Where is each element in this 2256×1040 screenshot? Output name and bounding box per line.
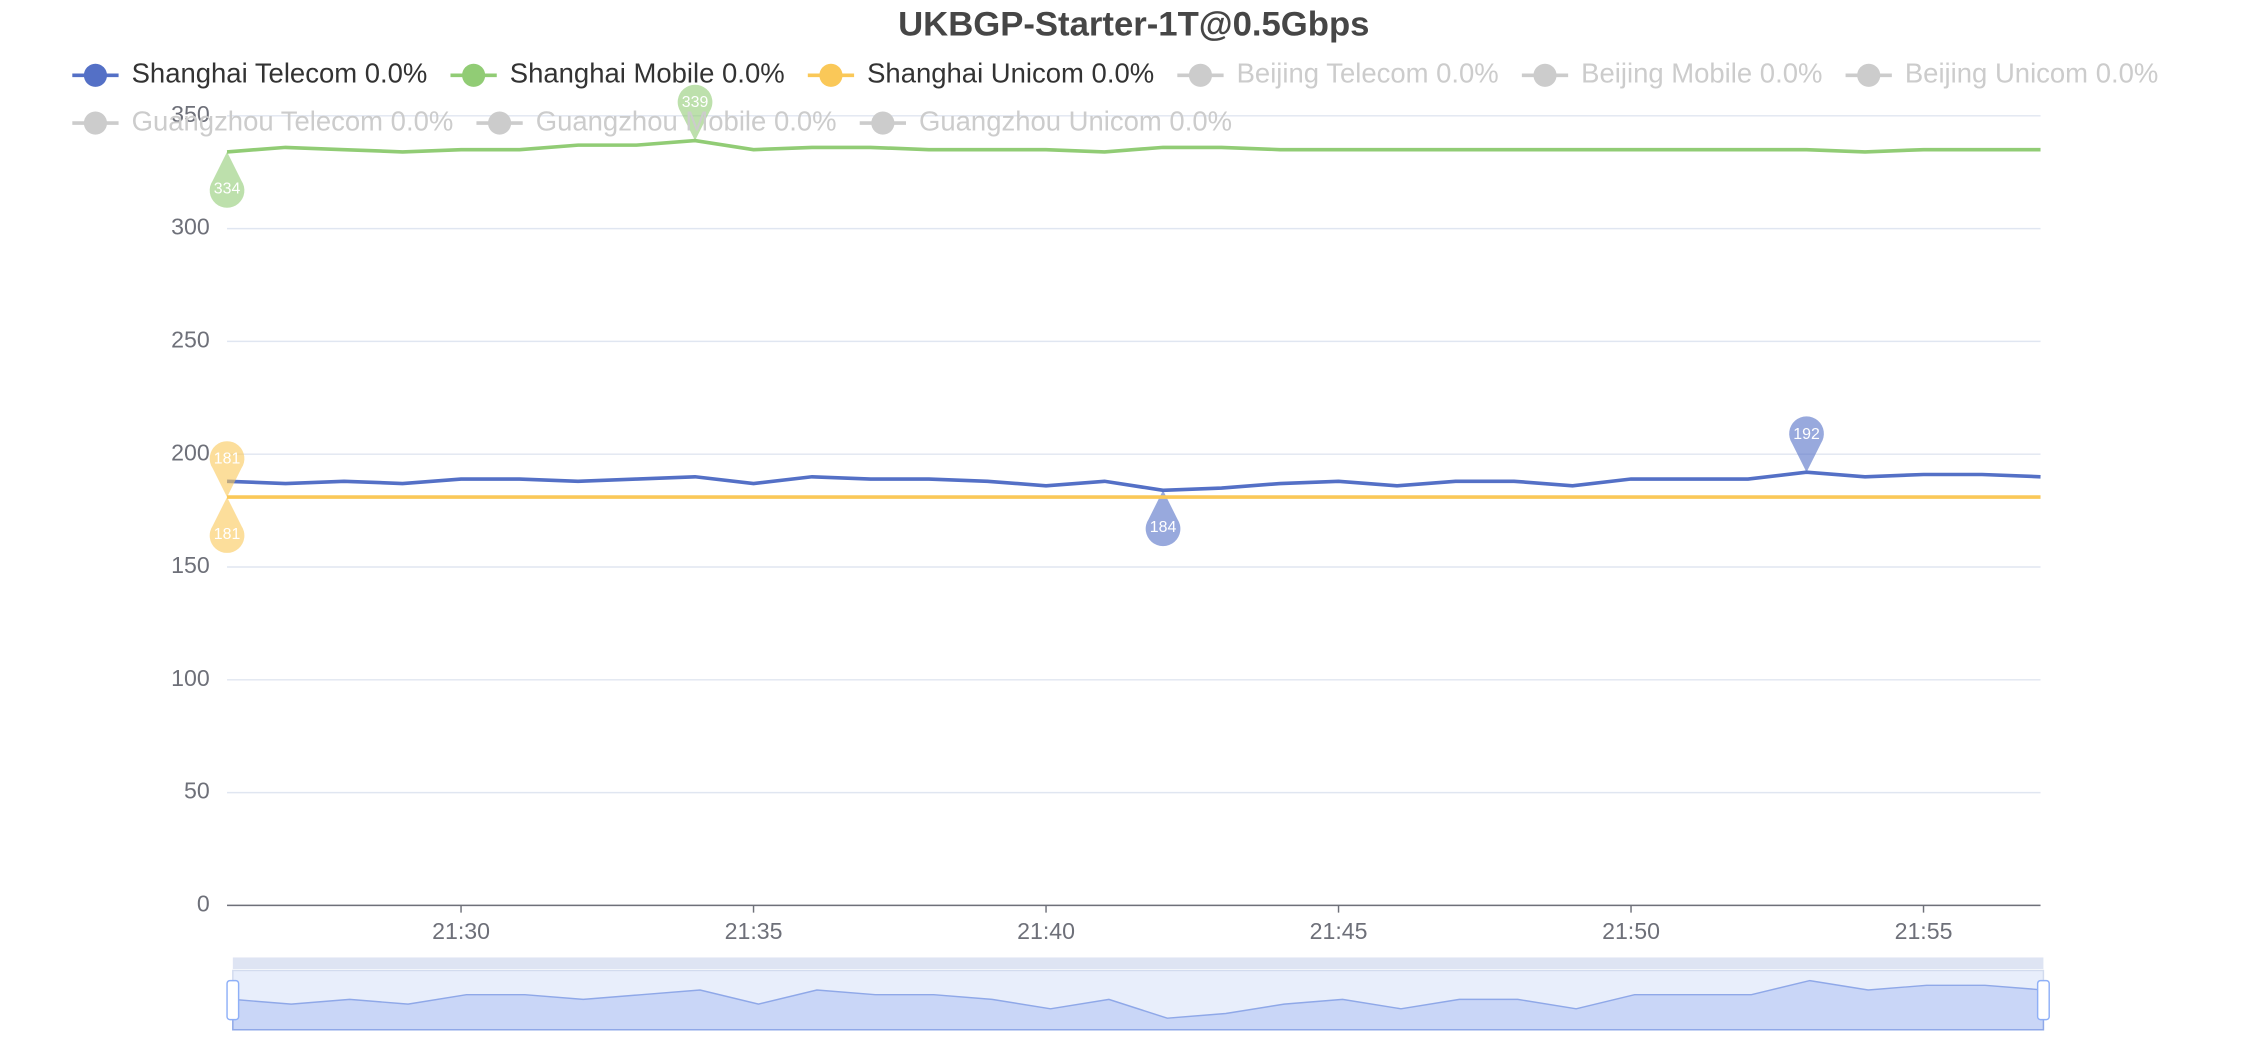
legend-label: Guangzhou Unicom 0.0% (919, 105, 1232, 136)
legend-label: Guangzhou Telecom 0.0% (132, 105, 454, 136)
legend-label: Shanghai Unicom 0.0% (867, 58, 1154, 89)
zoom-area (232, 979, 2045, 1031)
legend-label: Shanghai Telecom 0.0% (132, 58, 428, 89)
x-tick-label: 21:30 (432, 918, 490, 944)
marker-label: 339 (682, 94, 709, 111)
legend-item[interactable]: Guangzhou Telecom 0.0% (72, 105, 453, 136)
legend-icon (462, 63, 486, 87)
zoom-bar (232, 957, 2044, 970)
legend-icon (1188, 63, 1213, 87)
max-marker (1789, 416, 1824, 473)
series-line (226, 138, 2041, 154)
y-tick-label: 50 (184, 778, 210, 804)
grid: 0 50 100 150 200 250 300 350 21:30 21:35 21:40 21:4… (171, 101, 2041, 944)
legend-icon (488, 111, 512, 135)
min-marker (209, 151, 245, 208)
series-line (226, 470, 2041, 493)
max-marker (209, 441, 245, 498)
data-zoom[interactable] (226, 957, 2050, 1031)
marker-label: 184 (1150, 519, 1177, 536)
x-tick-label: 21:55 (1895, 918, 1953, 944)
legend-icon (819, 63, 843, 87)
min-marker (209, 497, 245, 553)
y-tick-label: 300 (171, 214, 210, 240)
x-tick-label: 21:35 (725, 918, 783, 944)
legend-item[interactable]: Guangzhou Mobile 0.0% (476, 105, 837, 136)
min-marker (1145, 490, 1181, 547)
zoom-handle[interactable] (2036, 979, 2050, 1021)
chart-title: UKBGP-Starter-1T@0.5Gbps (898, 5, 1369, 43)
legend-icon (871, 111, 895, 135)
legend-item[interactable]: Beijing Telecom 0.0% (1177, 58, 1499, 89)
legend-item[interactable]: Beijing Mobile 0.0% (1521, 58, 1823, 89)
marker-label: 181 (214, 451, 241, 468)
y-tick-label: 350 (171, 101, 210, 127)
y-tick-label: 200 (171, 439, 210, 465)
y-tick-label: 250 (171, 327, 210, 353)
y-tick-label: 0 (197, 891, 210, 917)
legend-item[interactable]: Guangzhou Unicom 0.0% (859, 105, 1232, 136)
legend-item[interactable]: Beijing Unicom 0.0% (1845, 58, 2159, 89)
legend-item[interactable]: Shanghai Unicom 0.0% (807, 58, 1154, 89)
legend-icon (1857, 63, 1881, 87)
x-tick-label: 21:45 (1310, 918, 1368, 944)
legend-icon (83, 111, 108, 135)
legend-label: Beijing Telecom 0.0% (1237, 58, 1499, 89)
y-tick-label: 100 (171, 665, 210, 691)
marker-label: 334 (214, 181, 241, 198)
legend-label: Shanghai Mobile 0.0% (510, 58, 785, 89)
legend-label: Beijing Unicom 0.0% (1905, 58, 2158, 89)
y-tick-label: 150 (171, 552, 210, 578)
plot: 192 184 339 334 181 181 (209, 84, 2041, 553)
marker-label: 192 (1793, 426, 1820, 443)
legend-label: Guangzhou Mobile 0.0% (536, 105, 837, 136)
zoom-handle[interactable] (226, 979, 240, 1021)
legend-item[interactable]: Shanghai Telecom 0.0% (72, 58, 427, 89)
legend: Shanghai Telecom 0.0% Shanghai Mobile 0.0… (72, 58, 2159, 136)
marker-label: 181 (214, 526, 241, 543)
x-tick-label: 21:50 (1602, 918, 1660, 944)
max-marker (677, 84, 713, 141)
legend-icon (83, 63, 108, 87)
x-tick-label: 21:40 (1017, 918, 1075, 944)
legend-icon (1533, 63, 1557, 87)
legend-label: Beijing Mobile 0.0% (1581, 58, 1822, 89)
legend-item[interactable]: Shanghai Mobile 0.0% (450, 58, 785, 89)
